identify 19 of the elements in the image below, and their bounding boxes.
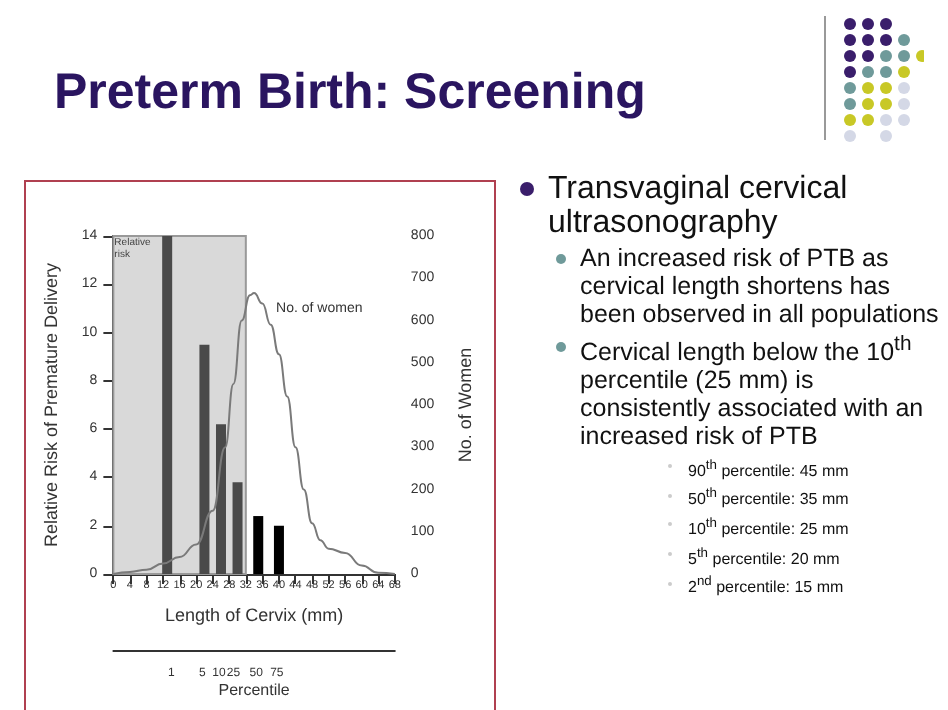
chart-title: Preterm Birth: Screening [54,64,646,122]
text: 2$^{nd}$ percentile: 15 mm [688,575,844,597]
text: An increased risk of PTB as cervical length shortens has been observed in all populations [580,244,939,328]
bar [232,482,243,574]
bar [253,516,264,574]
text: 5$^{th}$ percentile: 20 mm [688,546,840,568]
text: Transvaginal cervical ultrasonography [548,172,848,240]
text: 50$^{th}$ percentile: 35 mm [688,487,849,509]
x2-axis-title: Percentile [218,681,291,699]
y-axis-title: Relative Risk of Premature Delivery [41,261,61,548]
bar [162,236,173,574]
y2-axis-title: No. of Women [455,347,475,463]
bar [215,424,226,574]
bar [199,344,210,574]
x-axis-title: Length of Cervix (mm) [165,605,344,625]
text: 90$^{th}$ percentile: 45 mm [688,458,849,480]
text: 10$^{th}$ percentile: 25 mm [688,516,849,539]
text: Cervical length below the 10$^{th}$ percentile (25 mm) is consistently associated with an increased risk of PTB [580,334,924,451]
bar [273,525,284,574]
